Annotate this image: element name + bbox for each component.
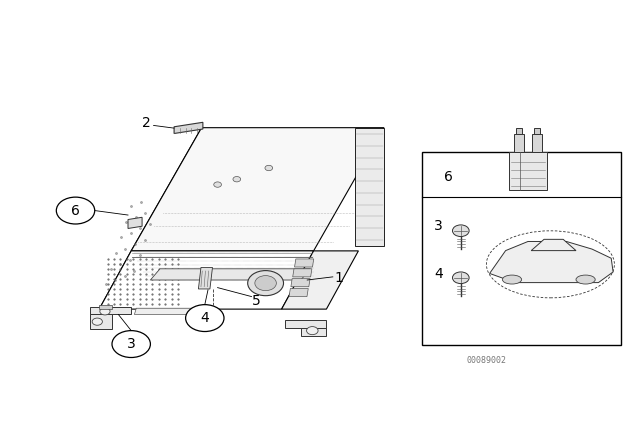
Polygon shape	[285, 320, 326, 328]
Polygon shape	[99, 305, 112, 309]
Text: 4: 4	[200, 311, 209, 325]
Circle shape	[248, 271, 284, 296]
Circle shape	[452, 272, 469, 284]
Polygon shape	[531, 239, 576, 250]
Polygon shape	[131, 128, 384, 251]
Circle shape	[186, 305, 224, 332]
Circle shape	[265, 165, 273, 171]
Text: 6: 6	[71, 203, 80, 218]
Circle shape	[56, 197, 95, 224]
Text: 3: 3	[127, 337, 136, 351]
Ellipse shape	[502, 275, 522, 284]
Text: 1: 1	[335, 271, 344, 285]
Polygon shape	[128, 217, 142, 228]
Circle shape	[112, 331, 150, 358]
Text: 3: 3	[434, 219, 443, 233]
Polygon shape	[99, 128, 202, 309]
Polygon shape	[291, 279, 310, 287]
Polygon shape	[534, 128, 540, 134]
Text: 2: 2	[141, 116, 150, 130]
Polygon shape	[301, 328, 326, 336]
Polygon shape	[289, 289, 308, 297]
Circle shape	[233, 177, 241, 182]
Polygon shape	[490, 241, 613, 283]
Circle shape	[92, 318, 102, 325]
Circle shape	[255, 276, 276, 291]
Polygon shape	[516, 128, 522, 134]
Polygon shape	[134, 308, 213, 314]
Polygon shape	[90, 307, 131, 314]
Polygon shape	[509, 152, 547, 190]
Circle shape	[214, 182, 221, 187]
Polygon shape	[292, 269, 312, 277]
Circle shape	[100, 308, 110, 315]
Polygon shape	[514, 134, 524, 152]
Polygon shape	[532, 134, 542, 152]
Polygon shape	[355, 128, 384, 246]
Polygon shape	[90, 314, 112, 329]
Polygon shape	[294, 259, 314, 267]
Text: 5: 5	[252, 294, 260, 308]
Ellipse shape	[576, 275, 595, 284]
Text: 00089002: 00089002	[467, 356, 506, 365]
Polygon shape	[150, 269, 310, 280]
Text: 4: 4	[434, 267, 443, 281]
Text: 6: 6	[444, 170, 452, 184]
Polygon shape	[282, 251, 358, 309]
Polygon shape	[198, 267, 212, 289]
Polygon shape	[99, 251, 314, 309]
Circle shape	[452, 225, 469, 237]
Circle shape	[307, 327, 318, 335]
Polygon shape	[174, 122, 203, 134]
Polygon shape	[422, 152, 621, 345]
